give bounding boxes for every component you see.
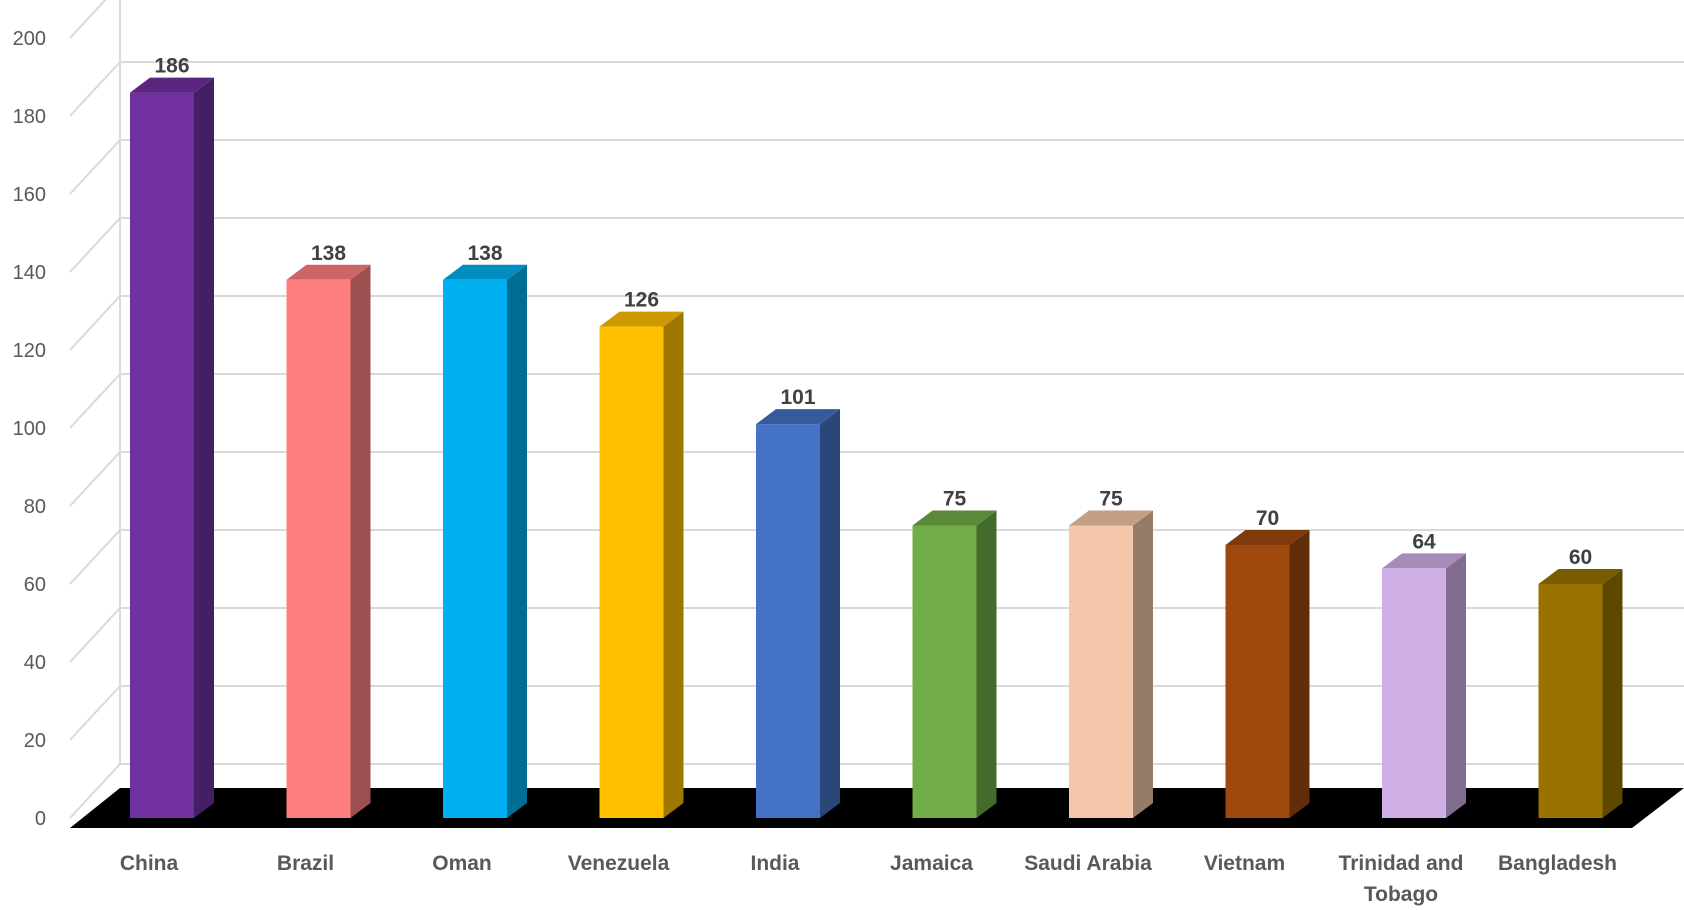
- bar-side: [194, 77, 214, 819]
- category-label: Vietnam: [1204, 852, 1285, 875]
- bar-front: [1382, 568, 1446, 818]
- bar-front: [599, 326, 664, 818]
- category-label: Tobago: [1364, 883, 1438, 906]
- y-tick-label: 140: [13, 262, 46, 284]
- bar-top: [1538, 569, 1623, 584]
- gridline-wall: [69, 295, 121, 351]
- y-tick-label: 200: [13, 28, 46, 50]
- category-label: Oman: [432, 852, 492, 875]
- bar: [1225, 530, 1310, 818]
- bar-top: [130, 77, 214, 93]
- bar: [1382, 553, 1466, 818]
- x-axis-category-labels: China Brazil Oman Venezuela India Jamaica Saud…: [120, 852, 1617, 906]
- bar-top: [1069, 510, 1153, 526]
- gridline-wall: [69, 451, 121, 507]
- gridlines: [69, 0, 1684, 819]
- gridline-wall: [69, 529, 121, 585]
- data-label: 186: [154, 55, 189, 78]
- bar-top: [443, 264, 527, 280]
- bars: [130, 77, 1623, 819]
- gridline-wall: [69, 61, 121, 117]
- data-label: 64: [1412, 530, 1436, 553]
- gridline-wall: [69, 685, 121, 741]
- category-label: Venezuela: [568, 852, 670, 875]
- gridline-wall: [69, 139, 121, 195]
- y-tick-label: 120: [13, 340, 46, 362]
- category-label: India: [750, 852, 799, 875]
- data-label: 101: [780, 386, 815, 409]
- bar: [756, 409, 840, 818]
- bar-front: [1225, 545, 1290, 818]
- category-label: Jamaica: [890, 852, 973, 875]
- bar: [130, 77, 214, 819]
- category-label: China: [120, 852, 179, 875]
- y-tick-label: 40: [24, 652, 46, 674]
- bar: [286, 264, 371, 818]
- bar-front: [1538, 584, 1603, 818]
- y-tick-label: 20: [24, 730, 46, 752]
- data-label: 75: [1099, 488, 1123, 511]
- gridline-wall: [69, 373, 121, 429]
- bar-side: [1446, 553, 1466, 818]
- bar-side: [663, 311, 684, 818]
- data-labels: 186 138 138 126 101 75 75 70 64 60: [154, 55, 1592, 569]
- bar-front: [1069, 525, 1133, 818]
- bar: [599, 311, 684, 818]
- bar-top: [1382, 553, 1466, 569]
- y-tick-label: 180: [13, 106, 46, 128]
- bar-top: [1225, 530, 1310, 545]
- bar-front: [443, 279, 507, 818]
- y-axis-tick-labels: 0 20 40 60 80 100 120 140 160 180 200: [13, 28, 46, 830]
- bar-side: [820, 409, 840, 818]
- data-label: 138: [311, 242, 346, 265]
- bar: [912, 510, 997, 818]
- bar-top: [912, 510, 997, 526]
- bar-top: [599, 311, 684, 327]
- data-label: 60: [1569, 546, 1592, 569]
- gridline-wall: [69, 0, 107, 39]
- data-label: 70: [1256, 507, 1279, 530]
- category-label: Brazil: [277, 852, 334, 875]
- gridline-wall: [69, 607, 121, 663]
- bar-side: [1602, 569, 1623, 818]
- bar-front: [130, 92, 194, 819]
- bar-side: [1133, 510, 1153, 818]
- bar-side: [1289, 530, 1310, 818]
- bar-side: [350, 264, 371, 818]
- data-label: 126: [624, 289, 659, 312]
- data-label: 138: [467, 242, 502, 265]
- bar-side: [507, 264, 527, 818]
- y-tick-label: 100: [13, 418, 46, 440]
- y-tick-label: 160: [13, 184, 46, 206]
- gridline-wall: [69, 217, 121, 273]
- bar: [1538, 569, 1623, 818]
- y-tick-label: 60: [24, 574, 46, 596]
- bar-front: [286, 279, 351, 818]
- bar-top: [756, 409, 840, 425]
- bar-front: [756, 424, 820, 818]
- category-label: Bangladesh: [1498, 852, 1617, 875]
- bar-top: [286, 264, 371, 280]
- category-label: Trinidad and: [1339, 852, 1464, 875]
- category-label: Saudi Arabia: [1024, 852, 1152, 875]
- y-tick-label: 0: [35, 808, 46, 830]
- gridline-wall: [69, 763, 121, 819]
- bar: [443, 264, 527, 818]
- bar: [1069, 510, 1153, 818]
- bar-front: [912, 525, 977, 818]
- y-tick-label: 80: [24, 496, 46, 518]
- data-label: 75: [943, 488, 967, 511]
- bar-side: [976, 510, 997, 818]
